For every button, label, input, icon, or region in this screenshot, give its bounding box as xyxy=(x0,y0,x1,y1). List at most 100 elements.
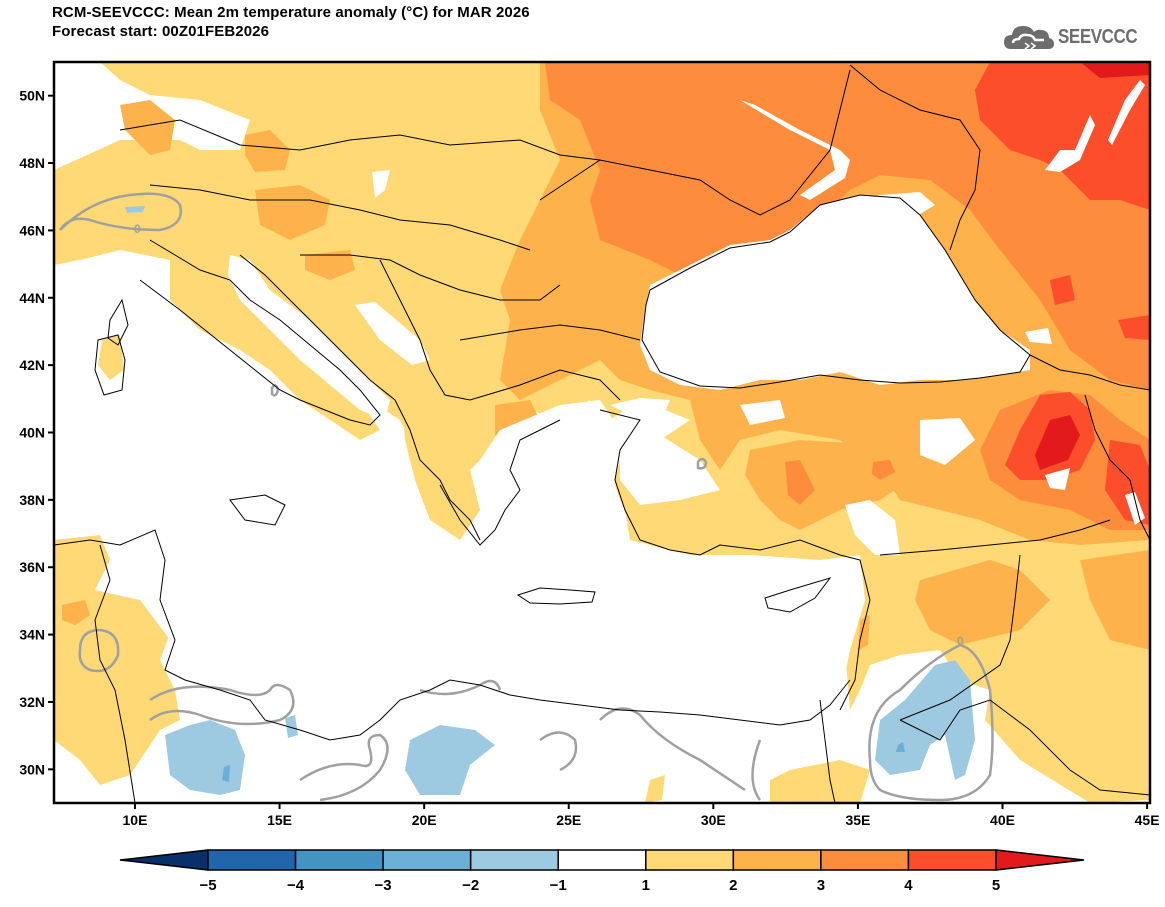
latitude-axis: 50N 48N 46N 44N 42N 40N 38N 36N 34N 32N 30N xyxy=(19,88,54,777)
zero-contour-libya-1 xyxy=(149,683,295,726)
anomaly-gap-e-turkey xyxy=(1045,468,1070,490)
anomaly-area-3-4-anatolia-spot-2 xyxy=(872,460,895,480)
sea-aegean xyxy=(480,400,620,560)
cloud-icon xyxy=(1003,26,1054,50)
anomaly-gap-russia-2 xyxy=(1108,80,1145,145)
anomaly-gap-anatolia-west xyxy=(620,430,720,505)
seevccc-logo: SEEVCCC xyxy=(1003,22,1151,52)
colorbar: −5 −4 −3 −2 −1 1 2 3 4 5 xyxy=(119,849,1085,894)
lat-tick-label: 46N xyxy=(19,222,45,238)
zero-contour-tunisia xyxy=(78,628,120,673)
zero-contour-sinai xyxy=(751,739,762,801)
coast-cyprus xyxy=(764,577,832,613)
lon-tick-label: 20E xyxy=(412,812,437,828)
zero-contour-alps xyxy=(58,192,183,232)
anomaly-gap-montenegro xyxy=(355,302,430,365)
anomaly-area-1-2-egypt xyxy=(645,775,665,803)
colorbar-label: −3 xyxy=(375,877,392,894)
coast-crete xyxy=(516,587,596,605)
border-balkans-2 xyxy=(379,259,621,401)
colorbar-label: 3 xyxy=(817,877,825,894)
logo-text: SEEVCCC xyxy=(1057,25,1138,48)
colorbar-extend-high xyxy=(995,849,1085,871)
colorbar-box xyxy=(469,849,559,871)
border-ukraine xyxy=(539,69,851,216)
colorbar-box xyxy=(820,849,910,871)
border-turkey-syria xyxy=(879,519,1111,556)
anomaly-area-neg1-2-alps xyxy=(125,206,145,213)
coast-greece xyxy=(439,419,561,546)
border-russia-ukraine xyxy=(849,64,981,251)
lon-tick-label: 10E xyxy=(123,812,148,828)
anomaly-area-1-2-italy xyxy=(170,255,380,440)
coast-balkans xyxy=(239,254,481,541)
colorbar-box xyxy=(207,849,297,871)
lat-tick-label: 50N xyxy=(19,88,45,104)
zero-contour-egypt-2 xyxy=(539,731,578,772)
colorbar-label: 4 xyxy=(904,877,913,894)
lat-tick-label: 36N xyxy=(19,559,45,575)
sea-adriatic xyxy=(228,255,390,420)
lat-tick-label: 40N xyxy=(19,425,45,441)
colorbar-label: −4 xyxy=(287,877,305,894)
lat-tick-label: 30N xyxy=(19,761,45,777)
lat-tick-label: 32N xyxy=(19,694,45,710)
anomaly-area-neg2-3-jordan xyxy=(896,742,905,752)
anomaly-area-neg2-3-libya xyxy=(222,765,230,782)
map-field: 0 0 xyxy=(54,62,1150,803)
sea-azov xyxy=(840,192,935,250)
anomaly-gap-anatolia-2 xyxy=(920,418,975,465)
sea-marmara xyxy=(610,398,670,415)
anomaly-area-2-3-slovenia xyxy=(255,185,330,240)
anomaly-area-neg1-2-libya-3 xyxy=(285,715,298,738)
anomaly-gap-russia xyxy=(1045,115,1095,172)
lat-tick-label: 42N xyxy=(19,357,45,373)
border-balkans-1 xyxy=(300,254,561,301)
colorbar-label: −1 xyxy=(550,877,567,894)
sea-mediterranean xyxy=(140,410,865,730)
sea-tyrrhenian xyxy=(120,280,300,545)
coast-italy xyxy=(139,239,381,426)
border-libya-egypt xyxy=(819,699,836,803)
anomaly-area-3-4-ukraine xyxy=(545,62,1150,390)
zero-contour-label-alps: 0 xyxy=(134,222,141,236)
anomaly-area-gt5-russia xyxy=(1080,62,1150,78)
colorbar-label: 5 xyxy=(992,877,1000,894)
title-line-2: Forecast start: 00Z01FEB2026 xyxy=(52,23,270,40)
lat-tick-label: 34N xyxy=(19,627,45,643)
map-title: RCM-SEEVCCC: Mean 2m temperature anomaly… xyxy=(52,3,530,41)
anomaly-area-2-3-austria xyxy=(245,130,290,172)
border-central-europe-2 xyxy=(149,184,531,251)
anomaly-gap-anatolia-1 xyxy=(740,400,785,425)
anomaly-gap-iran xyxy=(1125,492,1145,525)
anomaly-area-1-2-sinai xyxy=(770,760,870,803)
lon-tick-label: 30E xyxy=(701,812,726,828)
coastlines-borders xyxy=(54,64,1150,803)
lon-tick-label: 25E xyxy=(556,812,581,828)
colorbar-box xyxy=(382,849,472,871)
colorbar-box xyxy=(907,849,997,871)
border-romania-bulgaria xyxy=(459,324,641,341)
colorbar-extend-low xyxy=(119,849,209,871)
anomaly-area-gt5-e-turkey xyxy=(1035,415,1080,470)
anomaly-area-2-3-syria xyxy=(915,560,1050,645)
zero-contour-label: 0 xyxy=(957,634,964,648)
anomaly-area-1-2-sardinia xyxy=(98,335,124,380)
colorbar-box xyxy=(732,849,822,871)
anomaly-gap-anatolia-south xyxy=(845,500,900,555)
border-caucasus xyxy=(1029,354,1150,391)
lon-tick-label: 35E xyxy=(845,812,870,828)
longitude-axis: 10E 15E 20E 25E 30E 35E 40E 45E xyxy=(123,803,1160,828)
border-algeria-tunisia xyxy=(94,544,136,803)
lat-tick-label: 48N xyxy=(19,155,45,171)
coast-sicily xyxy=(229,494,286,526)
anomaly-area-2-3-czechia xyxy=(120,100,175,155)
colorbar-label: 2 xyxy=(729,877,737,894)
anomaly-area-1-2-greece xyxy=(400,370,520,540)
anomaly-gap-caucasus xyxy=(1025,328,1052,344)
lat-tick-label: 38N xyxy=(19,492,45,508)
anomaly-area-3-4-anatolia-spot xyxy=(785,460,815,505)
anomaly-area-2-3-bosnia xyxy=(305,250,355,280)
coast-north-africa xyxy=(54,529,851,741)
zero-contour-anatolia xyxy=(696,457,708,470)
